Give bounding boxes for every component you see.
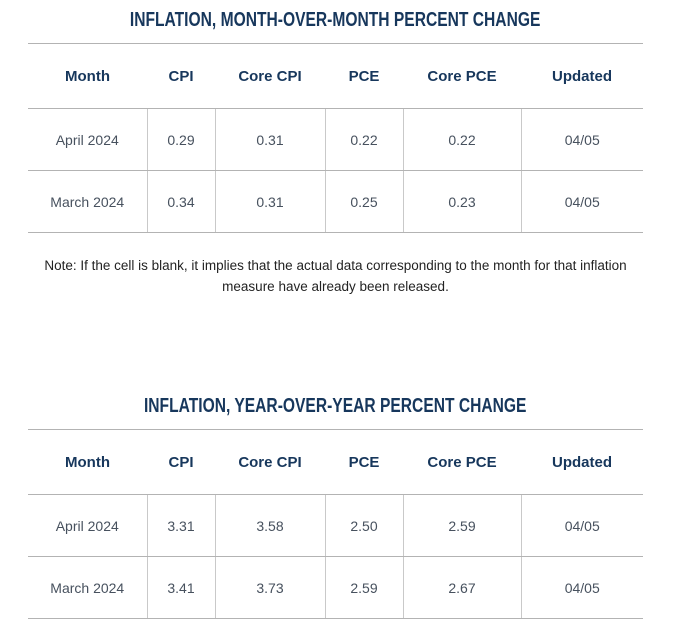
- column-header-pce: PCE: [325, 43, 403, 109]
- cell-updated: 04/05: [520, 170, 643, 233]
- yoy-inflation-table: Month CPI Core CPI PCE Core PCE Updated …: [28, 429, 643, 619]
- yoy-header-row: Month CPI Core CPI PCE Core PCE Updated: [28, 429, 643, 495]
- column-header-core-pce: Core PCE: [403, 43, 521, 109]
- cell-core-cpi: 0.31: [214, 170, 325, 233]
- cell-cpi: 3.41: [146, 556, 215, 619]
- column-header-month: Month: [28, 43, 147, 109]
- column-header-core-cpi: Core CPI: [215, 429, 325, 495]
- cell-cpi: 3.31: [146, 494, 215, 557]
- cell-core-pce: 2.67: [402, 556, 521, 619]
- cell-cpi: 0.29: [146, 108, 215, 171]
- cell-month: March 2024: [28, 556, 147, 619]
- mom-inflation-table: Month CPI Core CPI PCE Core PCE Updated …: [28, 43, 643, 233]
- cell-pce: 2.59: [324, 556, 403, 619]
- cell-core-cpi: 3.58: [214, 494, 325, 557]
- column-header-updated: Updated: [521, 43, 643, 109]
- cell-month: April 2024: [28, 108, 147, 171]
- column-header-core-cpi: Core CPI: [215, 43, 325, 109]
- cell-core-cpi: 3.73: [214, 556, 325, 619]
- table-row: March 2024 0.34 0.31 0.25 0.23 04/05: [28, 170, 643, 233]
- mom-header-row: Month CPI Core CPI PCE Core PCE Updated: [28, 43, 643, 109]
- cell-pce: 2.50: [324, 494, 403, 557]
- mom-table-title-text: INFLATION, MONTH-OVER-MONTH PERCENT CHAN…: [130, 9, 541, 31]
- yoy-table-title-text: INFLATION, YEAR-OVER-YEAR PERCENT CHANGE: [144, 395, 527, 417]
- column-header-cpi: CPI: [147, 43, 215, 109]
- cell-cpi: 0.34: [146, 170, 215, 233]
- cell-updated: 04/05: [520, 494, 643, 557]
- table-note: Note: If the cell is blank, it implies t…: [44, 258, 627, 294]
- cell-month: April 2024: [28, 494, 147, 557]
- yoy-table-title: INFLATION, YEAR-OVER-YEAR PERCENT CHANGE: [28, 396, 643, 416]
- mom-table-title: INFLATION, MONTH-OVER-MONTH PERCENT CHAN…: [28, 10, 643, 30]
- cell-pce: 0.25: [324, 170, 403, 233]
- cell-core-pce: 0.23: [402, 170, 521, 233]
- table-row: April 2024 0.29 0.31 0.22 0.22 04/05: [28, 108, 643, 171]
- table-row: March 2024 3.41 3.73 2.59 2.67 04/05: [28, 556, 643, 619]
- cell-core-pce: 2.59: [402, 494, 521, 557]
- table-row: April 2024 3.31 3.58 2.50 2.59 04/05: [28, 494, 643, 557]
- cell-updated: 04/05: [520, 556, 643, 619]
- cell-pce: 0.22: [324, 108, 403, 171]
- cell-core-cpi: 0.31: [214, 108, 325, 171]
- column-header-month: Month: [28, 429, 147, 495]
- column-header-cpi: CPI: [147, 429, 215, 495]
- column-header-pce: PCE: [325, 429, 403, 495]
- column-header-core-pce: Core PCE: [403, 429, 521, 495]
- cell-core-pce: 0.22: [402, 108, 521, 171]
- cell-updated: 04/05: [520, 108, 643, 171]
- column-header-updated: Updated: [521, 429, 643, 495]
- cell-month: March 2024: [28, 170, 147, 233]
